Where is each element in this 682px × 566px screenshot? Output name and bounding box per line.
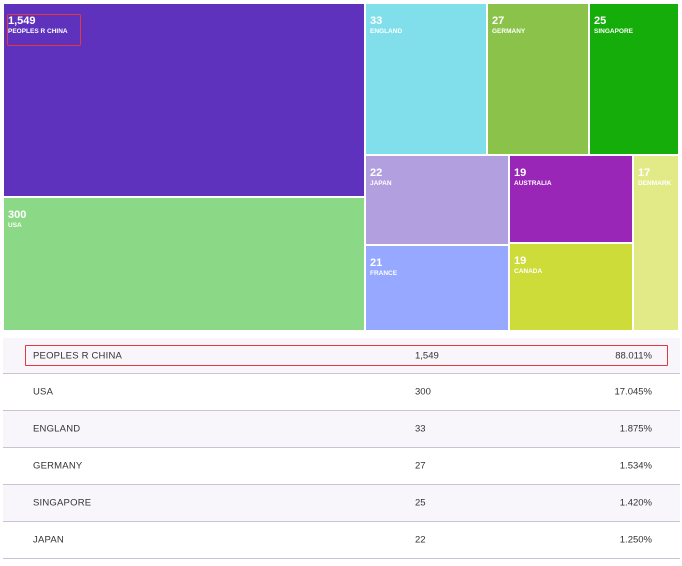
- treemap-cell-label: DENMARK: [638, 180, 672, 187]
- treemap-cell-value: 19: [514, 255, 527, 267]
- treemap-cell-france[interactable]: 21 FRANCE: [365, 245, 509, 331]
- treemap-cell-value: 27: [492, 15, 505, 27]
- record-percent: 88.011%: [615, 350, 652, 361]
- table-row[interactable]: USA 300 17.045%: [3, 374, 680, 411]
- record-percent: 17.045%: [614, 386, 652, 398]
- treemap-cell-label: FRANCE: [370, 270, 398, 277]
- treemap-cell-value: 22: [370, 167, 383, 179]
- table-row[interactable]: PEOPLES R CHINA 1,549 88.011%: [3, 338, 680, 374]
- record-count: 33: [415, 423, 426, 435]
- record-percent: 1.420%: [619, 497, 652, 509]
- treemap-cell-label: GERMANY: [492, 28, 526, 35]
- treemap-cell-value: 17: [638, 167, 651, 179]
- record-count: 1,549: [415, 350, 439, 361]
- country-name: USA: [33, 386, 54, 398]
- table-row[interactable]: GERMANY 27 1.534%: [3, 448, 680, 485]
- country-name: JAPAN: [33, 534, 64, 546]
- treemap-cell-label: AUSTRALIA: [514, 180, 552, 187]
- record-percent: 1.534%: [619, 460, 652, 472]
- treemap-cell-singapore[interactable]: 25 SINGAPORE: [589, 3, 679, 155]
- record-percent: 1.250%: [619, 534, 652, 546]
- treemap-cell-value: 300: [8, 209, 27, 221]
- treemap-cell-england[interactable]: 33 ENGLAND: [365, 3, 487, 155]
- country-name: GERMANY: [33, 460, 83, 472]
- country-name: ENGLAND: [33, 423, 81, 435]
- treemap-cell-japan[interactable]: 22 JAPAN: [365, 155, 509, 245]
- country-name: PEOPLES R CHINA: [33, 350, 123, 361]
- country-name: SINGAPORE: [33, 497, 92, 509]
- treemap-cell-label: ENGLAND: [370, 28, 403, 35]
- treemap-cell-value: 21: [370, 257, 383, 269]
- treemap-cell-label: USA: [8, 222, 22, 229]
- record-count: 27: [415, 460, 426, 472]
- table-row[interactable]: ENGLAND 33 1.875%: [3, 411, 680, 448]
- treemap-cell-australia[interactable]: 19 AUSTRALIA: [509, 155, 633, 243]
- record-count: 22: [415, 534, 426, 546]
- country-table: PEOPLES R CHINA 1,549 88.011% USA 300 17…: [3, 338, 680, 559]
- table-row[interactable]: SINGAPORE 25 1.420%: [3, 485, 680, 522]
- record-count: 300: [415, 386, 431, 398]
- treemap-cell-value: 1,549: [8, 15, 36, 27]
- treemap-cell-value: 33: [370, 15, 383, 27]
- treemap-cell-value: 19: [514, 167, 527, 179]
- treemap-chart: 1,549 PEOPLES R CHINA 300 USA 33 ENGLAND…: [3, 3, 679, 331]
- treemap-cell-germany[interactable]: 27 GERMANY: [487, 3, 589, 155]
- treemap-cell-label: SINGAPORE: [594, 28, 634, 35]
- treemap-cell-denmark[interactable]: 17 DENMARK: [633, 155, 679, 331]
- treemap-cell-value: 25: [594, 15, 607, 27]
- treemap-cell-label: JAPAN: [370, 180, 392, 187]
- record-count: 25: [415, 497, 426, 509]
- treemap-cell-peoples-r-china[interactable]: 1,549 PEOPLES R CHINA: [3, 3, 365, 197]
- treemap-cell-usa[interactable]: 300 USA: [3, 197, 365, 331]
- table-row[interactable]: JAPAN 22 1.250%: [3, 522, 680, 559]
- record-percent: 1.875%: [619, 423, 652, 435]
- treemap-cell-label: CANADA: [514, 268, 543, 275]
- treemap-cell-label: PEOPLES R CHINA: [8, 28, 68, 35]
- treemap-cell-canada[interactable]: 19 CANADA: [509, 243, 633, 331]
